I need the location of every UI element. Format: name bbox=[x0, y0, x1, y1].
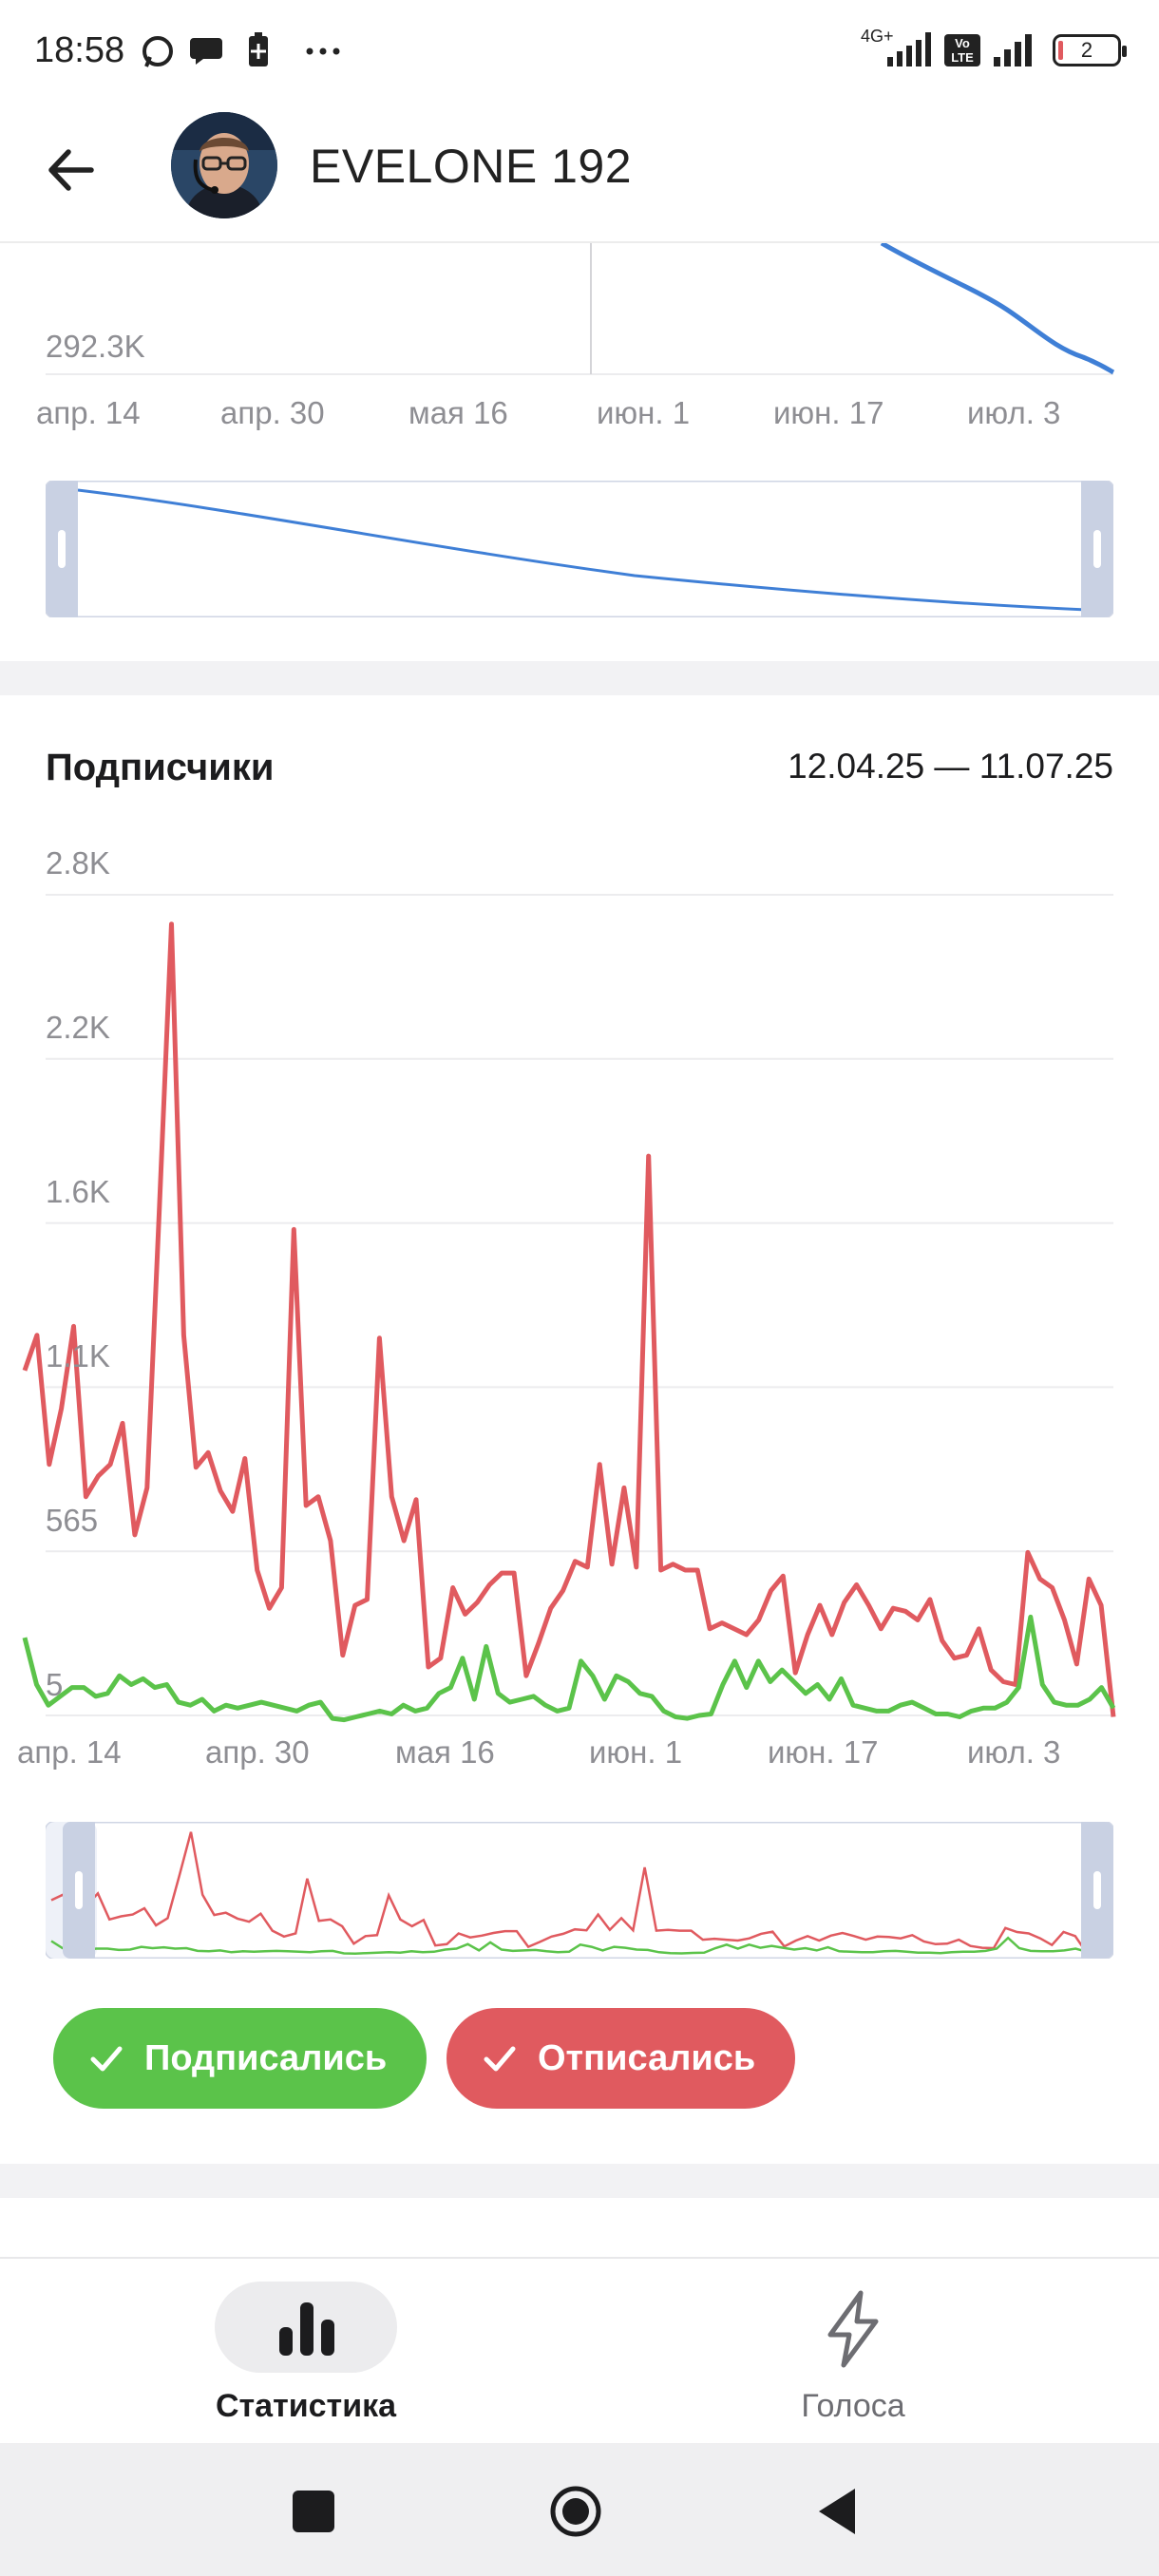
notification-icons bbox=[142, 28, 370, 81]
bottom-navigation: Статистика Голоса bbox=[0, 2257, 1159, 2445]
channel-title: EVELONE 192 bbox=[310, 140, 633, 193]
y-tick-1: 2.2K bbox=[46, 1010, 110, 1045]
chart-grid bbox=[46, 894, 1113, 1716]
nav-item-statistics[interactable]: Статистика bbox=[142, 2282, 469, 2424]
arrow-left-icon bbox=[48, 149, 94, 191]
top-chart-line bbox=[880, 243, 1115, 375]
subscribers-title: Подписчики bbox=[46, 747, 275, 788]
signal-icon bbox=[994, 34, 1032, 66]
avatar-image bbox=[171, 112, 277, 218]
triangle-back-icon bbox=[819, 2489, 855, 2534]
channel-avatar[interactable] bbox=[171, 112, 277, 218]
volte-label: Vo LTE bbox=[951, 36, 974, 65]
top-x-tick-3: июн. 1 bbox=[597, 395, 691, 430]
status-right: 4G+ Vo LTE 2 bbox=[859, 27, 1127, 72]
subscribed-label: Подписались bbox=[144, 2037, 388, 2078]
series-subscribed-line bbox=[22, 1614, 1116, 1723]
top-x-tick-2: мая 16 bbox=[408, 395, 508, 430]
volte-icon: Vo LTE bbox=[944, 34, 980, 66]
unsubscribed-toggle[interactable]: Отписались bbox=[446, 2008, 796, 2109]
battery-icon: 2 bbox=[1053, 34, 1127, 66]
back-nav-button[interactable] bbox=[813, 2485, 861, 2538]
y-tick-0: 2.8K bbox=[46, 845, 110, 881]
views-chart-section: 292.3K апр. 14 апр. 30 мая 16 июн. 1 июн… bbox=[0, 243, 1159, 661]
nav-label-votes: Голоса bbox=[801, 2388, 905, 2424]
chat-icon bbox=[190, 38, 222, 65]
nav-label-statistics: Статистика bbox=[215, 2388, 397, 2424]
bar-chart-icon bbox=[279, 2302, 334, 2356]
x-tick-4: июн. 17 bbox=[768, 1734, 879, 1770]
x-tick-5: июл. 3 bbox=[967, 1734, 1061, 1770]
y-tick-5: 5 bbox=[46, 1667, 64, 1702]
series-unsubscribed-line bbox=[22, 921, 1116, 1717]
navigator-right-handle[interactable] bbox=[1081, 481, 1113, 617]
top-x-tick-5: июл. 3 bbox=[967, 395, 1061, 430]
subscribers-chart bbox=[22, 894, 1116, 1723]
navigator-right-handle[interactable] bbox=[1081, 1822, 1113, 1959]
top-chart-y-label: 292.3K bbox=[46, 329, 145, 364]
whatsapp-icon bbox=[142, 36, 173, 67]
subscribers-navigator-plot bbox=[44, 1820, 1115, 1960]
y-tick-2: 1.6K bbox=[46, 1174, 110, 1209]
section-divider bbox=[0, 661, 1159, 695]
unsubscribed-label: Отписались bbox=[538, 2037, 756, 2078]
network-label: 4G+ bbox=[861, 27, 894, 46]
navigator-left-handle[interactable] bbox=[63, 1822, 95, 1959]
more-icon bbox=[306, 47, 340, 55]
top-x-tick-4: июн. 17 bbox=[773, 395, 884, 430]
home-circle-icon bbox=[550, 2486, 601, 2537]
x-tick-3: июн. 1 bbox=[589, 1734, 683, 1770]
y-tick-3: 1.1K bbox=[46, 1338, 110, 1373]
y-tick-4: 565 bbox=[46, 1503, 99, 1538]
status-time: 18:58 bbox=[34, 30, 125, 70]
battery-level: 2 bbox=[1080, 38, 1093, 62]
recent-apps-button[interactable] bbox=[293, 2491, 334, 2532]
top-navigator-plot bbox=[44, 479, 1115, 619]
system-navigation-bar bbox=[0, 2443, 1159, 2576]
x-tick-0: апр. 14 bbox=[17, 1734, 122, 1770]
home-button[interactable] bbox=[547, 2483, 604, 2540]
date-range[interactable]: 12.04.25 — 11.07.25 bbox=[788, 747, 1113, 786]
subscribers-range-navigator[interactable] bbox=[44, 1820, 1115, 1960]
section-divider bbox=[0, 2164, 1159, 2198]
top-x-tick-0: апр. 14 bbox=[36, 395, 141, 430]
battery-saver-icon bbox=[249, 32, 268, 66]
back-button[interactable] bbox=[38, 137, 124, 203]
status-bar: 18:58 4G+ bbox=[0, 0, 1159, 99]
check-icon bbox=[90, 2046, 123, 2072]
top-x-tick-1: апр. 30 bbox=[220, 395, 325, 430]
nav-item-votes[interactable]: Голоса bbox=[690, 2282, 1016, 2424]
top-range-navigator[interactable] bbox=[44, 479, 1115, 619]
x-tick-1: апр. 30 bbox=[205, 1734, 310, 1770]
lightning-icon bbox=[827, 2290, 879, 2368]
navigator-left-handle[interactable] bbox=[46, 481, 78, 617]
top-chart-plot bbox=[46, 243, 1115, 375]
signal-4g-icon: 4G+ bbox=[859, 27, 935, 72]
subscribed-toggle[interactable]: Подписались bbox=[53, 2008, 428, 2109]
app-header: EVELONE 192 bbox=[0, 99, 1159, 243]
check-icon bbox=[484, 2046, 516, 2072]
x-tick-2: мая 16 bbox=[395, 1734, 495, 1770]
